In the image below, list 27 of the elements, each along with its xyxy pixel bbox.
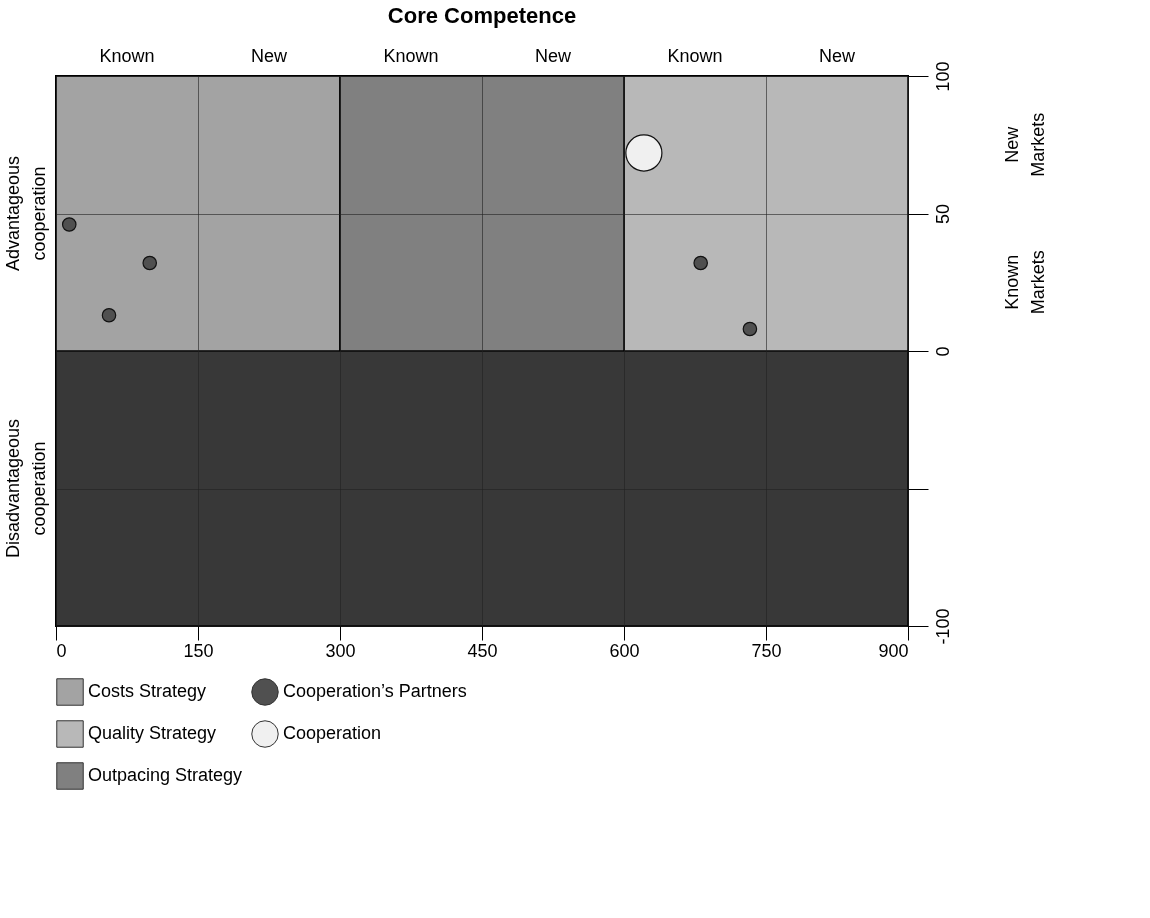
- text: New: [534, 46, 572, 66]
- x-tick-label: 0: [56, 640, 67, 661]
- x-tick-label: 450: [467, 640, 498, 661]
- y-tick-label: -100: [932, 608, 953, 645]
- text: New: [250, 46, 288, 66]
- legend-label: Costs Strategy: [88, 681, 207, 701]
- y-tick-label: 100: [932, 61, 953, 92]
- x-tick-label: 300: [325, 640, 356, 661]
- x-tick-label: 600: [609, 640, 640, 661]
- x-tick-label: 150: [183, 640, 214, 661]
- legend-label: Outpacing Strategy: [88, 765, 243, 785]
- text: New: [818, 46, 856, 66]
- legend-label: Cooperation’s Partners: [283, 681, 467, 701]
- y-tick-label: 0: [932, 346, 953, 357]
- text: Disadvantageous cooperation: [3, 418, 49, 559]
- legend-label: Cooperation: [283, 723, 382, 743]
- text: Known: [99, 46, 155, 66]
- x-tick-label: 900: [878, 640, 909, 661]
- text: New Markets: [1002, 112, 1048, 177]
- text: Known: [667, 46, 723, 66]
- x-tick-label: 750: [751, 640, 782, 661]
- legend-label: Quality Strategy: [88, 723, 217, 743]
- text: Known: [383, 46, 439, 66]
- y-tick-label: 50: [932, 203, 953, 225]
- text: Advantageous cooperation: [3, 155, 49, 272]
- text: Known Markets: [1002, 250, 1048, 315]
- chart-title: Core Competence: [387, 3, 577, 28]
